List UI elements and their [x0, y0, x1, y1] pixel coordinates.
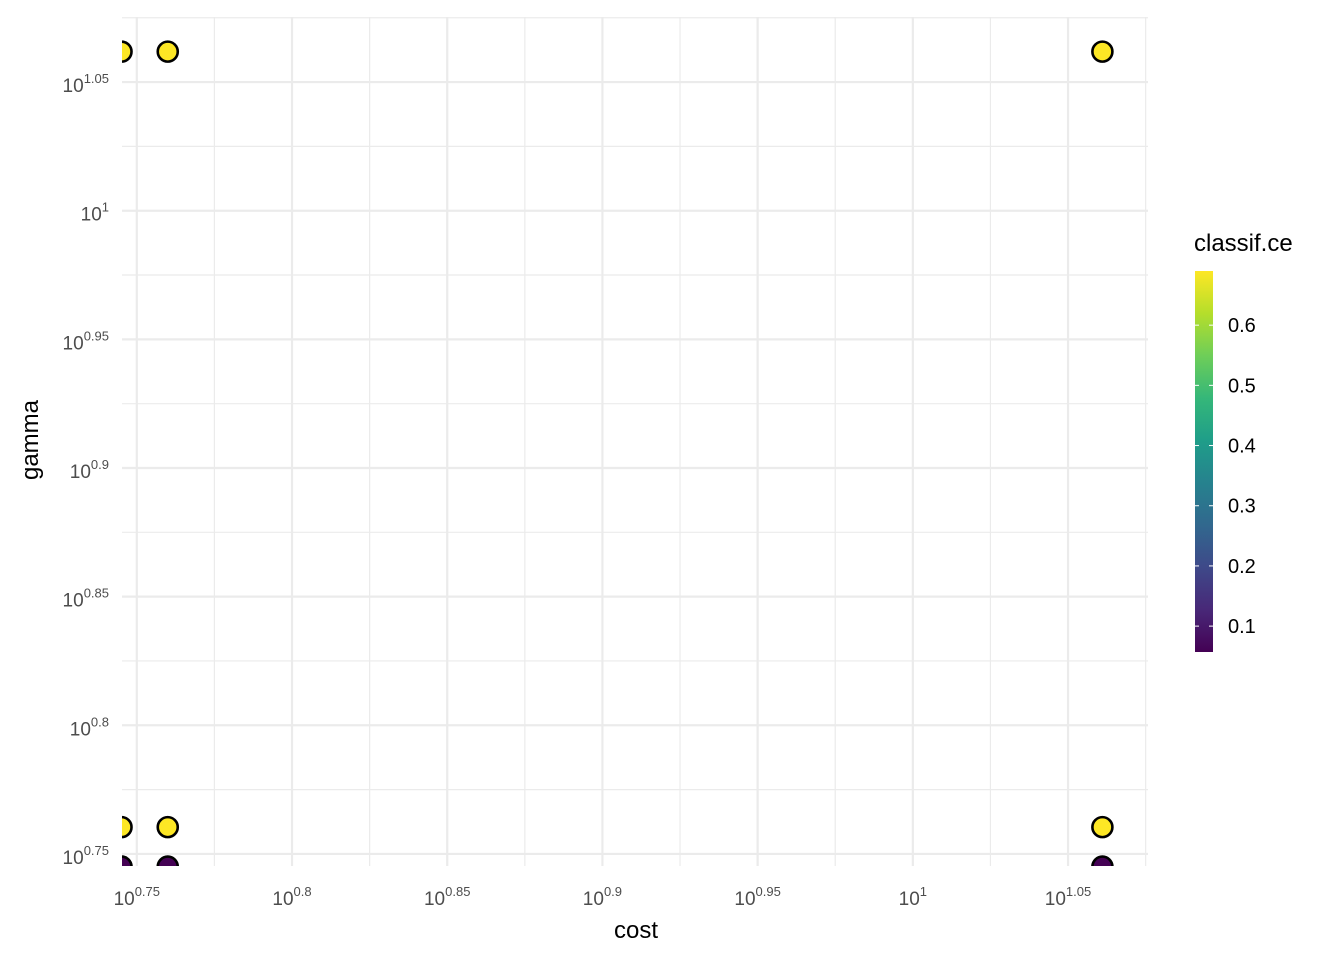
tick-label-exponent: 0.75 [135, 884, 160, 899]
point [122, 855, 133, 866]
tick-label-exponent: 1 [102, 200, 109, 215]
tick-label-base: 10 [81, 205, 102, 226]
x-tick-label: 101 [899, 884, 927, 910]
tick-label-exponent: 0.9 [604, 884, 622, 899]
colorbar-tick-label: 0.1 [1228, 616, 1256, 638]
point [122, 815, 133, 839]
y-axis-title: gamma [17, 399, 44, 480]
tick-label-base: 10 [899, 889, 920, 910]
tick-label-base: 10 [63, 848, 84, 869]
colorbar-tick-label: 0.4 [1228, 436, 1256, 458]
y-tick-label: 100.85 [63, 586, 109, 612]
tick-label-base: 10 [63, 76, 84, 97]
y-tick-label: 100.95 [63, 328, 109, 354]
point [122, 40, 133, 63]
colorbar-tick-label: 0.3 [1228, 496, 1256, 518]
tick-label-exponent: 0.85 [445, 884, 470, 899]
point [1091, 855, 1114, 866]
tick-label-base: 10 [63, 333, 84, 354]
point [156, 815, 180, 839]
tick-label-base: 10 [272, 889, 293, 910]
y-tick-label: 101.05 [63, 71, 109, 97]
point [1091, 40, 1114, 63]
colorbar-tick-label: 0.2 [1228, 556, 1256, 578]
colorbar-tick-label: 0.6 [1228, 315, 1256, 337]
colorbar [1195, 271, 1213, 652]
legend-title: classif.ce [1194, 230, 1293, 257]
y-tick-label: 101 [81, 200, 109, 226]
tick-label-exponent: 1.05 [1066, 884, 1091, 899]
y-tick-label: 100.8 [70, 714, 109, 740]
tick-label-exponent: 0.85 [84, 586, 109, 601]
tick-label-base: 10 [583, 889, 604, 910]
tick-label-exponent: 0.95 [84, 328, 109, 343]
tick-label-exponent: 0.8 [294, 884, 312, 899]
tick-label-exponent: 1.05 [84, 71, 109, 86]
tick-label-exponent: 1 [920, 884, 927, 899]
tick-label-base: 10 [63, 591, 84, 612]
x-tick-label: 100.75 [114, 884, 160, 910]
tick-label-exponent: 0.8 [91, 714, 109, 729]
grid [122, 17, 1148, 866]
point [156, 40, 180, 63]
y-tick-label: 100.9 [70, 457, 109, 483]
point [1091, 815, 1114, 839]
x-axis-title: cost [614, 917, 658, 944]
tick-label-base: 10 [1045, 889, 1066, 910]
tick-label-base: 10 [114, 889, 135, 910]
tick-label-base: 10 [734, 889, 755, 910]
x-tick-label: 100.95 [734, 884, 780, 910]
x-tick-label: 101.05 [1045, 884, 1091, 910]
point [156, 855, 180, 866]
tick-label-base: 10 [424, 889, 445, 910]
colorbar-tick-label: 0.5 [1228, 375, 1256, 397]
tick-label-base: 10 [70, 719, 91, 740]
tick-label-exponent: 0.9 [91, 457, 109, 472]
tick-label-exponent: 0.95 [756, 884, 781, 899]
y-tick-label: 100.75 [63, 843, 109, 869]
x-tick-label: 100.9 [583, 884, 622, 910]
x-tick-label: 100.85 [424, 884, 470, 910]
tick-label-base: 10 [70, 462, 91, 483]
points [122, 40, 1114, 866]
tick-label-exponent: 0.75 [84, 843, 109, 858]
x-tick-label: 100.8 [272, 884, 311, 910]
